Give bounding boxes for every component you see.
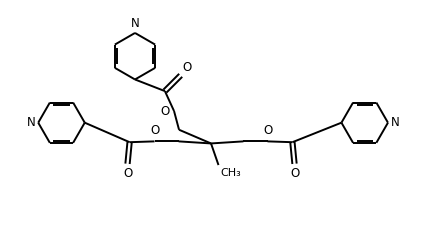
Text: O: O — [290, 167, 299, 180]
Text: N: N — [26, 116, 35, 129]
Text: O: O — [123, 167, 132, 180]
Text: CH₃: CH₃ — [220, 168, 241, 178]
Text: O: O — [182, 61, 192, 75]
Text: O: O — [150, 124, 159, 137]
Text: N: N — [130, 17, 140, 30]
Text: O: O — [263, 124, 272, 137]
Text: N: N — [391, 116, 400, 129]
Text: O: O — [161, 105, 170, 118]
